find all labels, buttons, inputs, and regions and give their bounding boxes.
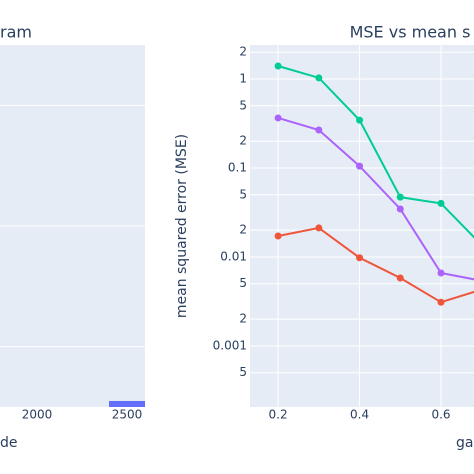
chart-title: ram <box>0 23 32 42</box>
series-marker <box>437 199 445 207</box>
y-tick-label: 2 <box>239 312 247 326</box>
y-tick-label: 0.001 <box>213 338 247 352</box>
x-tick-label: 0.4 <box>350 408 369 422</box>
y-tick-label: 5 <box>239 187 247 201</box>
series-marker <box>315 126 323 134</box>
x-axis-title: ga <box>456 435 473 451</box>
series-marker <box>437 269 445 277</box>
x-axis-title: de <box>0 435 18 451</box>
y-tick-label: 0.01 <box>220 249 247 263</box>
y-tick-label: 5 <box>239 365 247 379</box>
x-tick-label: 0.2 <box>269 408 288 422</box>
series-marker <box>437 298 445 306</box>
series-marker <box>274 114 282 122</box>
series-marker <box>315 74 323 82</box>
y-tick-label: 0.1 <box>228 160 247 174</box>
plot-right <box>250 45 474 407</box>
y-tick-label: 2 <box>239 223 247 237</box>
histogram-bar <box>109 400 145 407</box>
plot-background <box>250 45 474 407</box>
series-line <box>277 65 474 239</box>
series-marker <box>274 232 282 240</box>
y-tick-label: 5 <box>239 98 247 112</box>
series-marker <box>396 274 404 282</box>
series-marker <box>356 254 364 262</box>
series-line <box>277 116 474 281</box>
y-tick-label: 2 <box>239 134 247 148</box>
x-tick-label: 0.6 <box>431 408 450 422</box>
y-tick-label: 1 <box>239 71 247 85</box>
y-tick-label: 5 <box>239 276 247 290</box>
series-marker <box>356 116 364 124</box>
series-marker <box>396 205 404 213</box>
series-marker <box>315 224 323 232</box>
x-tick-label: 2000 <box>22 408 53 422</box>
x-tick-label: 2500 <box>112 408 143 422</box>
chart-title: MSE vs mean s <box>350 23 471 42</box>
labels: ram de MSE vs mean s ga mean squared err… <box>0 23 473 452</box>
plot-left <box>0 104 145 407</box>
y-axis-title: mean squared error (MSE) <box>174 134 190 318</box>
y-tick-label: 2 <box>239 45 247 59</box>
series-marker <box>356 162 364 170</box>
series-marker <box>396 193 404 201</box>
series-marker <box>274 62 282 70</box>
series-line <box>277 226 474 304</box>
